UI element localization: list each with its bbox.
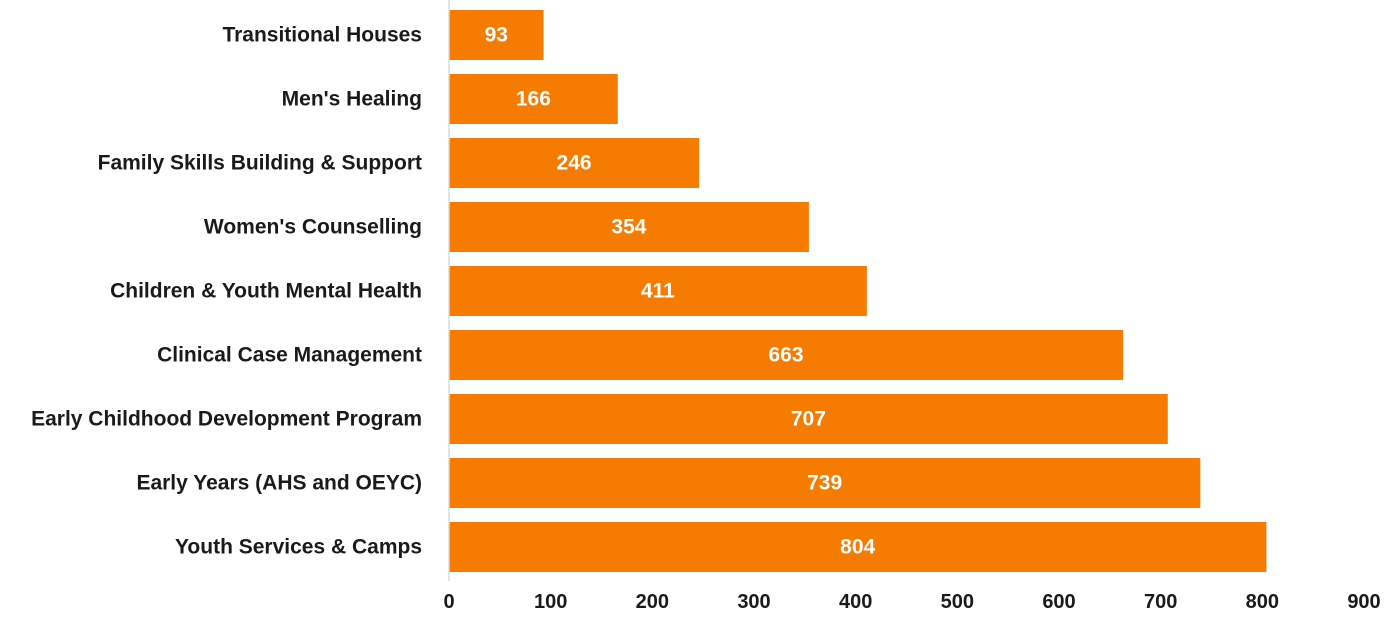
category-label: Men's Healing [282, 88, 422, 111]
x-tick-label: 0 [443, 591, 454, 613]
x-tick-label: 600 [1042, 591, 1075, 613]
data-label: 354 [611, 216, 646, 239]
bar [449, 522, 1267, 572]
bar [449, 266, 867, 316]
category-label: Transitional Houses [222, 24, 422, 47]
x-tick-label: 100 [534, 591, 567, 613]
bar [449, 202, 809, 252]
category-label: Women's Counselling [204, 216, 422, 239]
data-label: 663 [769, 344, 804, 367]
bar [449, 394, 1168, 444]
category-label: Youth Services & Camps [175, 536, 422, 559]
x-tick-label: 700 [1144, 591, 1177, 613]
data-label: 93 [485, 24, 508, 47]
category-label: Early Years (AHS and OEYC) [136, 472, 422, 495]
category-label: Family Skills Building & Support [98, 152, 422, 175]
data-label: 166 [516, 88, 551, 111]
category-label: Children & Youth Mental Health [110, 280, 422, 303]
x-tick-label: 800 [1246, 591, 1279, 613]
x-tick-label: 500 [941, 591, 974, 613]
data-labels: 93 166 246 354 411 663 707 739 804 [485, 24, 876, 559]
data-label: 246 [557, 152, 592, 175]
data-label: 707 [791, 408, 826, 431]
data-label: 804 [840, 536, 875, 559]
x-tick-label: 400 [839, 591, 872, 613]
data-label: 739 [807, 472, 842, 495]
bar [449, 138, 700, 188]
bar [449, 458, 1201, 508]
category-label: Early Childhood Development Program [31, 408, 422, 431]
category-label: Clinical Case Management [157, 344, 422, 367]
bars [449, 10, 1267, 572]
bar [449, 10, 544, 60]
category-labels: Transitional Houses Men's Healing Family S… [31, 24, 422, 559]
x-tick-label: 300 [737, 591, 770, 613]
data-label: 411 [641, 280, 675, 303]
x-tick-label: 200 [636, 591, 669, 613]
bar [449, 74, 618, 124]
x-axis-ticks: 0 100 200 300 400 500 600 700 800 900 [443, 591, 1380, 613]
bar [449, 330, 1124, 380]
x-tick-label: 900 [1347, 591, 1380, 613]
